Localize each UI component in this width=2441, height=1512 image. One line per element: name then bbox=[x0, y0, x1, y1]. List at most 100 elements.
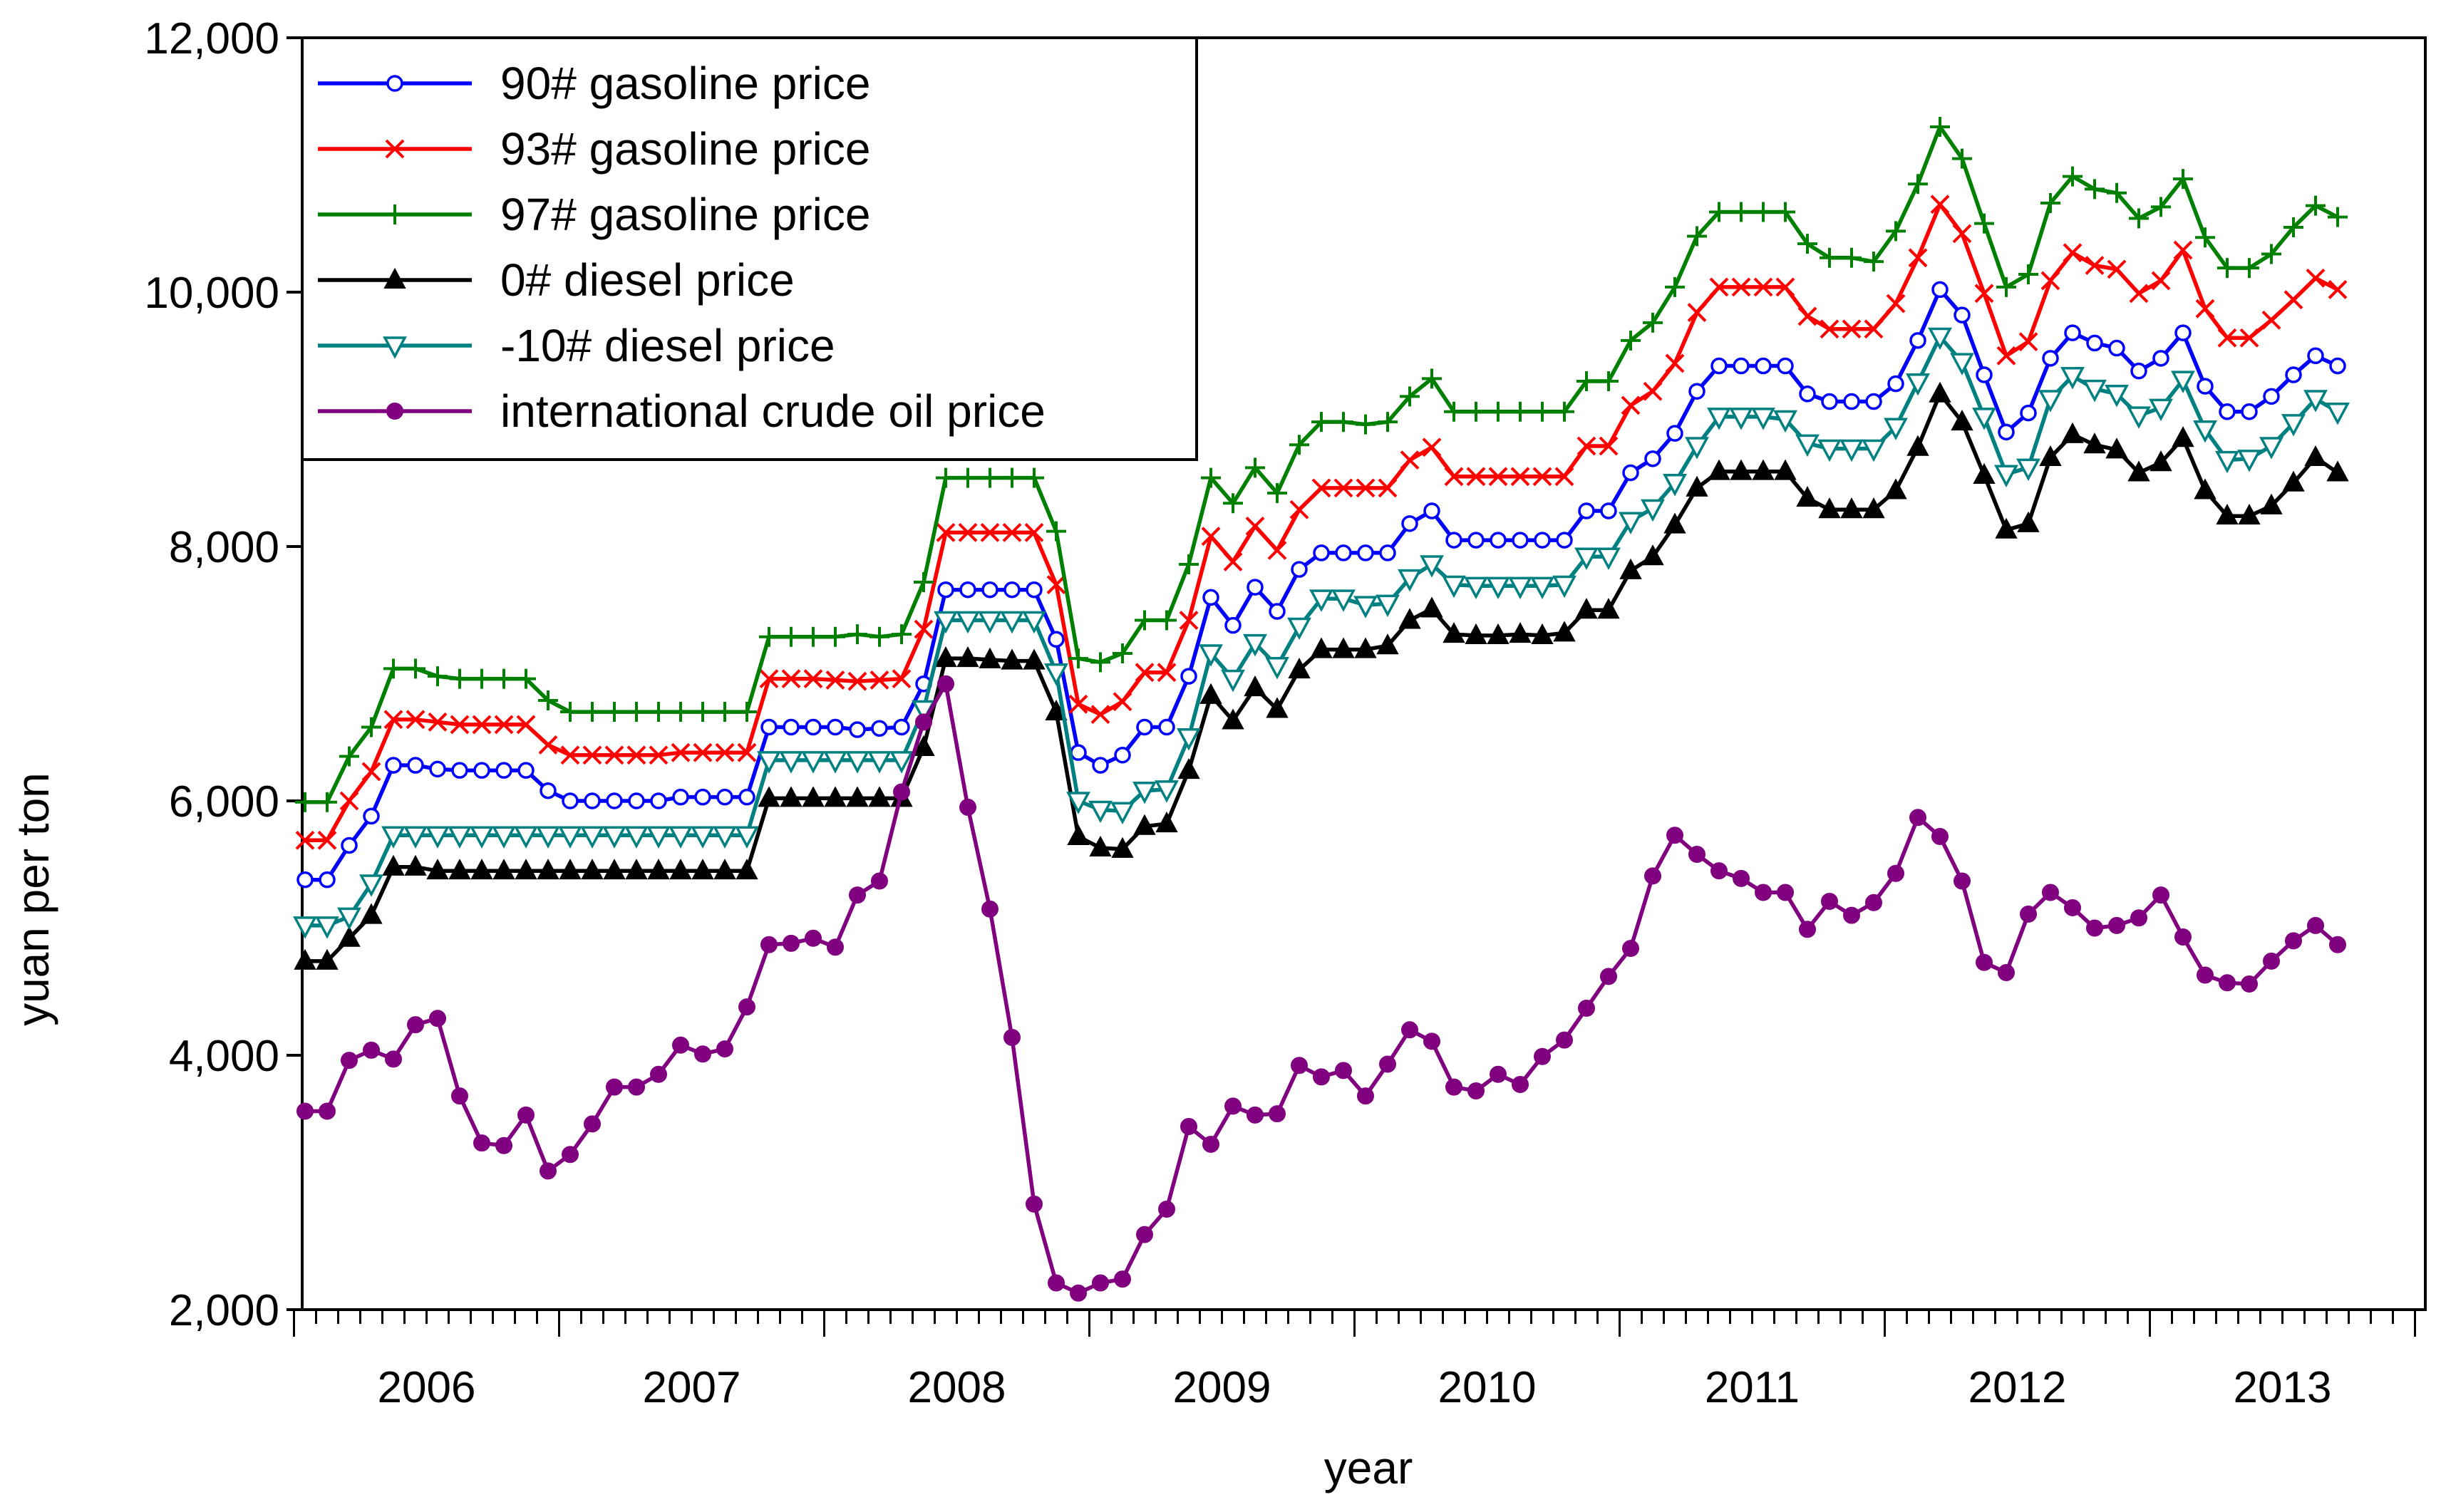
data-point bbox=[1530, 576, 1554, 600]
data-point bbox=[759, 669, 779, 689]
data-point bbox=[871, 720, 888, 737]
data-point bbox=[1931, 827, 1949, 845]
y-tick-label: 12,000 bbox=[144, 14, 279, 63]
legend-item: 93# gasoline price bbox=[318, 123, 870, 175]
data-point bbox=[914, 619, 934, 639]
series-1 bbox=[295, 195, 2348, 850]
data-point bbox=[1994, 465, 2018, 487]
data-point bbox=[1003, 1029, 1021, 1047]
data-point bbox=[1466, 467, 1486, 487]
data-point bbox=[716, 1040, 733, 1058]
data-point bbox=[650, 792, 667, 809]
data-point bbox=[1510, 467, 1530, 487]
data-point bbox=[849, 721, 866, 738]
data-point bbox=[716, 788, 733, 806]
data-point bbox=[867, 751, 892, 774]
data-point bbox=[626, 702, 646, 723]
data-point bbox=[1930, 116, 1950, 137]
data-point bbox=[2040, 193, 2060, 214]
data-point bbox=[2326, 460, 2349, 482]
data-point bbox=[1710, 862, 1728, 880]
data-point bbox=[1508, 576, 1532, 600]
data-point bbox=[538, 735, 558, 755]
data-point bbox=[649, 745, 669, 765]
data-point bbox=[1928, 327, 1952, 351]
x-axis-title: year bbox=[1324, 1442, 1413, 1493]
data-point bbox=[1954, 872, 1971, 890]
data-point bbox=[1641, 499, 1665, 522]
data-point bbox=[845, 751, 869, 774]
data-point bbox=[1113, 692, 1132, 712]
data-point bbox=[737, 702, 757, 723]
data-point bbox=[626, 745, 646, 765]
data-point bbox=[1135, 610, 1155, 631]
legend-box bbox=[301, 36, 1198, 461]
data-point bbox=[2064, 324, 2081, 341]
data-point bbox=[1335, 1062, 1352, 1079]
data-point bbox=[1466, 401, 1486, 422]
data-point bbox=[1729, 408, 1753, 430]
data-point bbox=[1688, 845, 1705, 863]
data-point bbox=[1269, 603, 1286, 620]
data-point bbox=[603, 859, 626, 880]
data-point bbox=[825, 626, 845, 647]
data-point bbox=[1730, 459, 1753, 480]
data-point bbox=[1287, 617, 1311, 641]
data-point bbox=[1155, 812, 1178, 833]
data-point bbox=[1026, 581, 1043, 599]
data-point bbox=[1820, 319, 1839, 339]
data-point bbox=[315, 916, 339, 939]
data-point bbox=[2241, 975, 2258, 993]
data-point bbox=[713, 859, 736, 880]
data-point bbox=[738, 998, 755, 1016]
data-point bbox=[759, 626, 779, 647]
data-point bbox=[295, 792, 315, 812]
x-tick-label: 2011 bbox=[1705, 1363, 1800, 1412]
data-point bbox=[2194, 478, 2216, 499]
data-point bbox=[1619, 512, 1643, 534]
data-point bbox=[2263, 952, 2280, 970]
data-point bbox=[1024, 522, 1044, 542]
data-point bbox=[1243, 633, 1267, 657]
data-point bbox=[1688, 383, 1705, 400]
data-point bbox=[2151, 271, 2171, 291]
data-point bbox=[1731, 202, 1751, 222]
data-point bbox=[1401, 515, 1418, 532]
data-point bbox=[2173, 169, 2193, 190]
data-point bbox=[2259, 437, 2283, 460]
data-point bbox=[1887, 864, 1904, 882]
x-tick-label: 2006 bbox=[378, 1363, 476, 1412]
data-point bbox=[1177, 728, 1201, 751]
data-point bbox=[425, 826, 450, 849]
data-point bbox=[958, 467, 978, 488]
data-point bbox=[1886, 221, 1906, 242]
data-point bbox=[381, 826, 406, 849]
data-point bbox=[319, 871, 336, 889]
data-point bbox=[1488, 401, 1508, 422]
data-point bbox=[2105, 437, 2128, 459]
data-point bbox=[1974, 284, 1994, 304]
data-point bbox=[428, 666, 448, 687]
data-point bbox=[1245, 517, 1265, 536]
data-point bbox=[1157, 610, 1177, 631]
legend-item: 97# gasoline price bbox=[318, 189, 870, 240]
x-axis: 2006 2007 2008 2009 2010 2011 2012 2013 bbox=[293, 1310, 2416, 1412]
data-point bbox=[428, 712, 448, 732]
data-point bbox=[584, 792, 601, 809]
data-point bbox=[1002, 522, 1022, 542]
data-point bbox=[581, 859, 604, 880]
data-point bbox=[758, 786, 780, 807]
data-point bbox=[1865, 894, 1882, 911]
data-point bbox=[1666, 425, 1683, 442]
data-point bbox=[827, 718, 844, 736]
data-point bbox=[1596, 547, 1621, 570]
data-point bbox=[1753, 202, 1773, 222]
data-point bbox=[2151, 197, 2171, 217]
data-point bbox=[2171, 371, 2195, 393]
data-point bbox=[339, 746, 359, 767]
data-point bbox=[517, 762, 535, 779]
data-point bbox=[2281, 414, 2306, 437]
data-point bbox=[2108, 916, 2125, 934]
data-point bbox=[757, 751, 781, 774]
data-point bbox=[1755, 884, 1772, 901]
